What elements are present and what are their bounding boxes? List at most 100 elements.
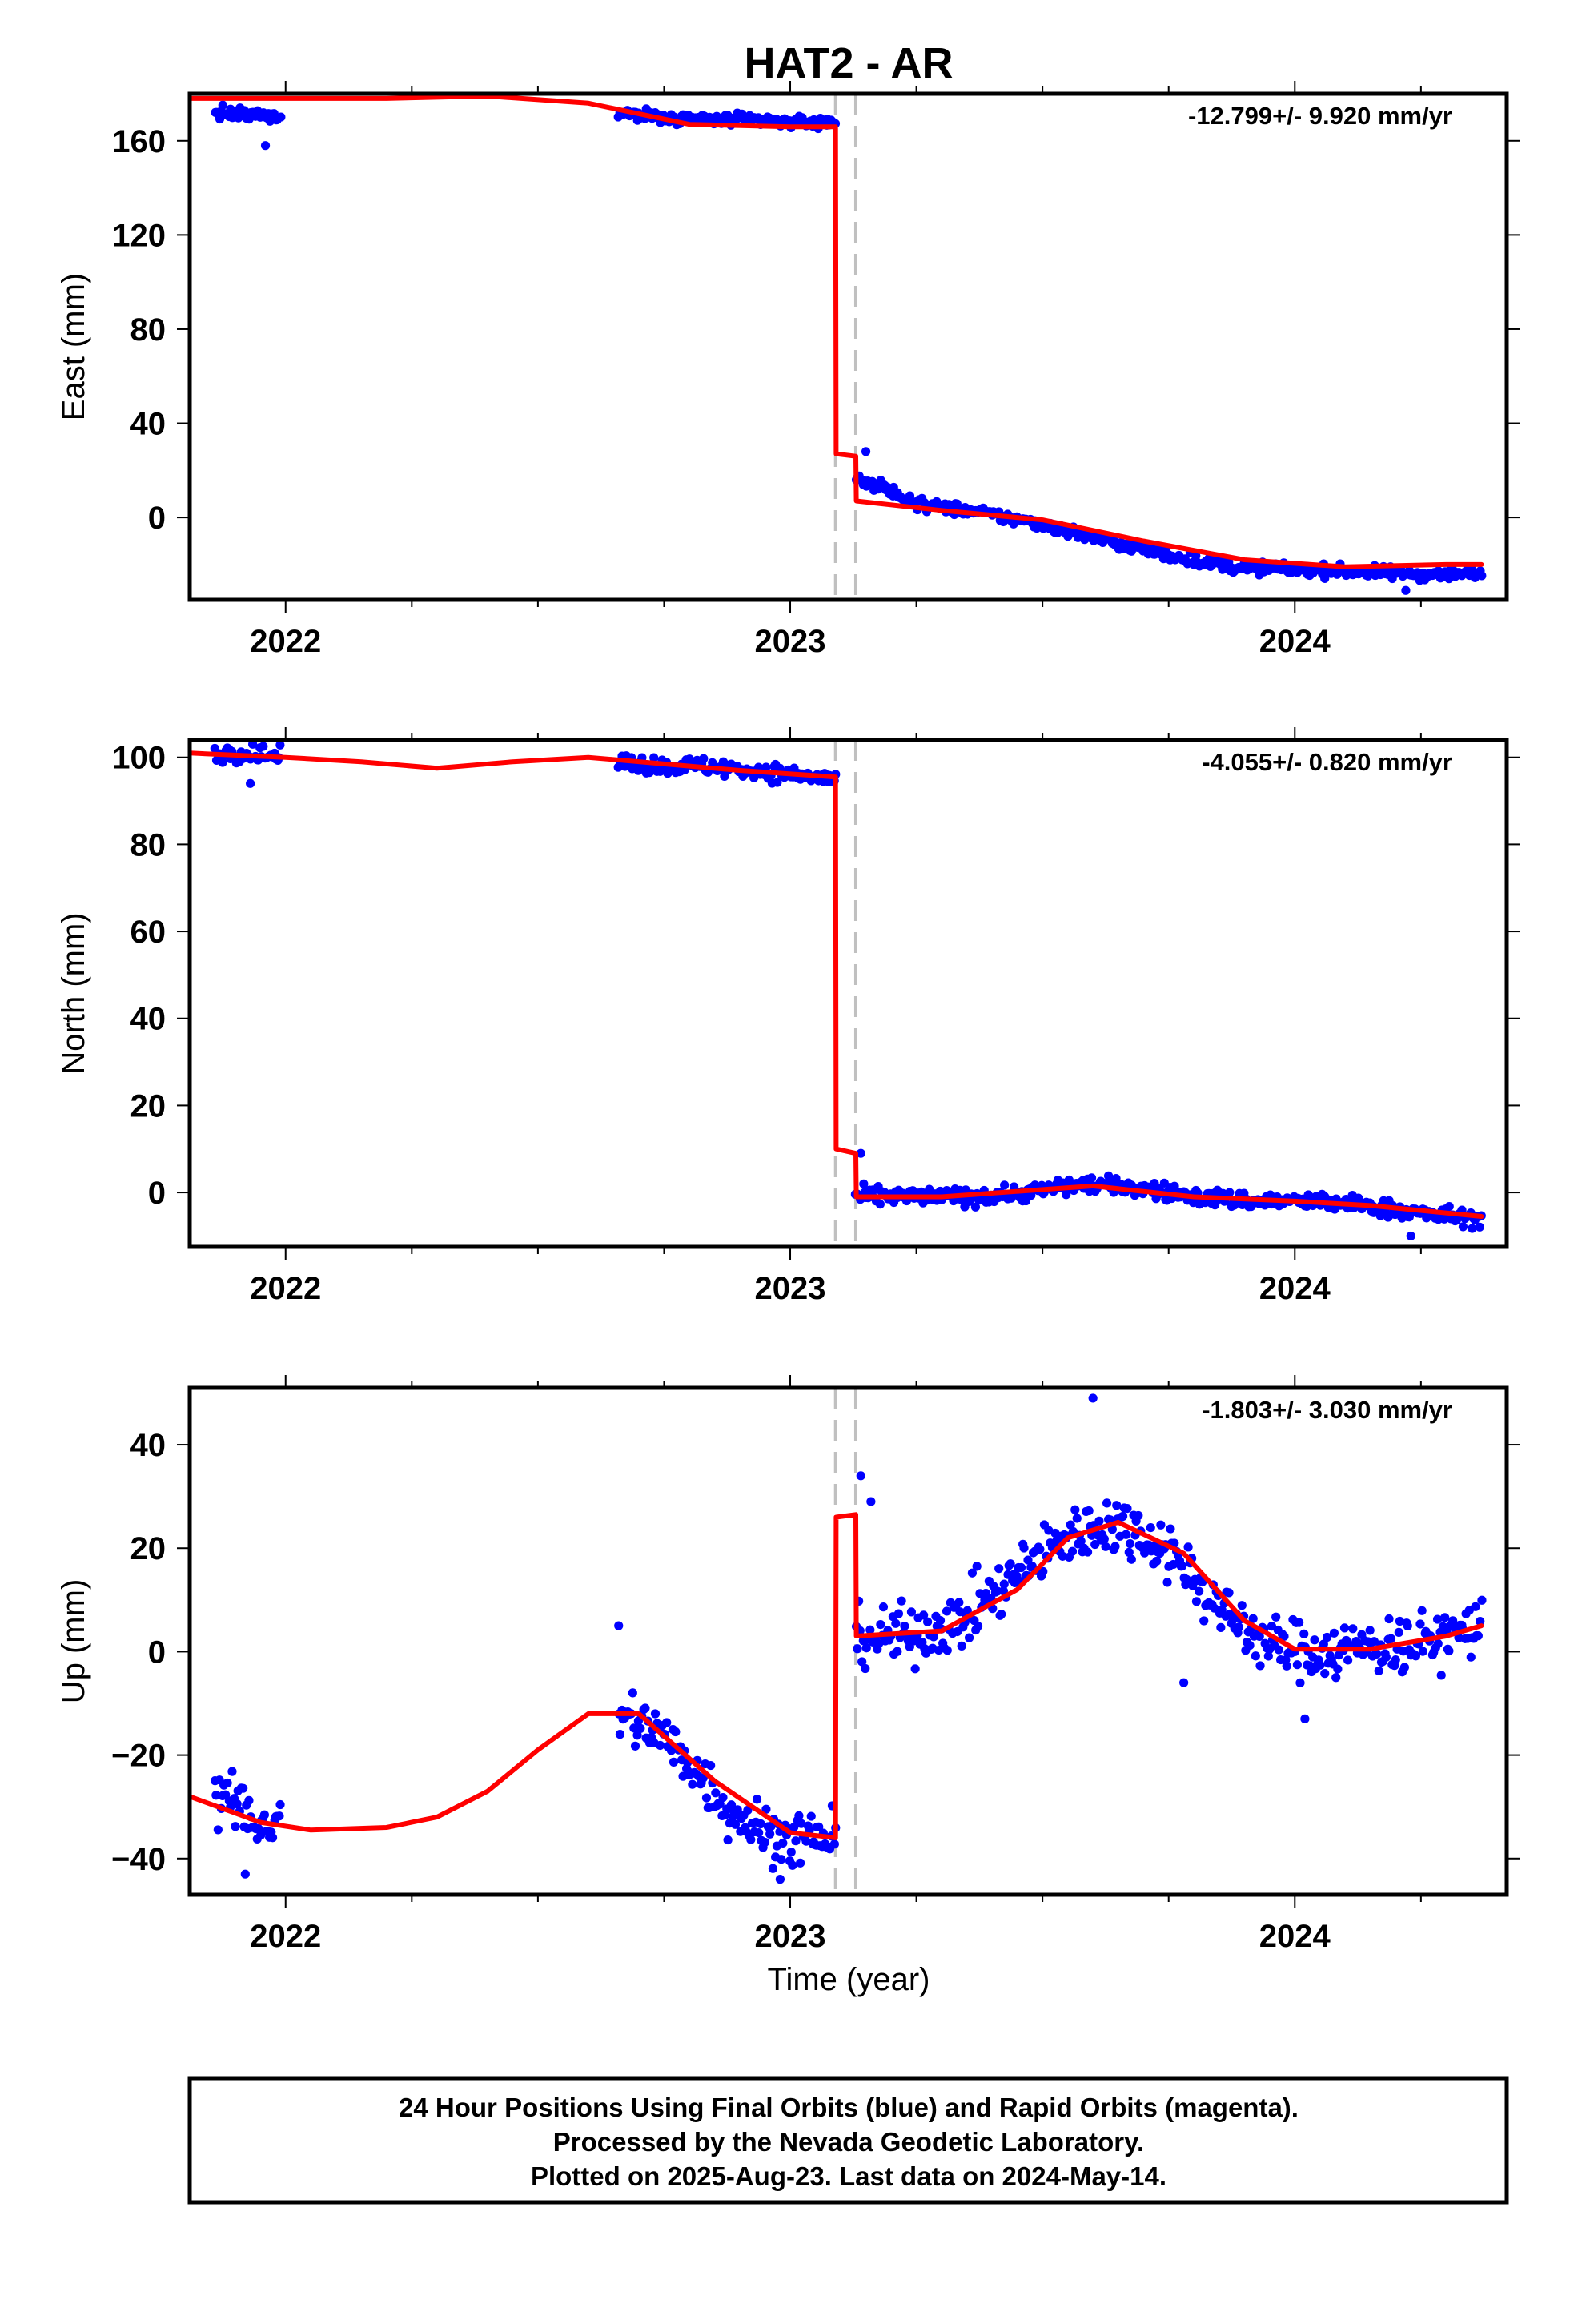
up-data-point xyxy=(223,1778,232,1788)
up-data-point xyxy=(1471,1602,1480,1611)
east-x-tick-label: 2024 xyxy=(1259,624,1331,659)
up-data-point xyxy=(244,1795,254,1805)
north-data-point xyxy=(1062,1190,1071,1200)
up-data-point-outlier xyxy=(614,1621,624,1630)
up-data-point xyxy=(1183,1542,1193,1552)
up-data-point xyxy=(1399,1663,1409,1672)
up-data-point xyxy=(1418,1647,1427,1656)
up-data-point xyxy=(259,1810,269,1819)
up-data-point xyxy=(973,1622,983,1631)
up-data-point xyxy=(1146,1522,1155,1533)
up-data-point xyxy=(1122,1504,1132,1514)
up-data-point xyxy=(1191,1597,1202,1606)
up-data-point xyxy=(1178,1561,1187,1571)
north-data-point xyxy=(259,742,268,751)
up-data-point xyxy=(1282,1661,1291,1671)
east-x-tick-label: 2023 xyxy=(755,624,826,659)
up-data-point xyxy=(1299,1629,1309,1638)
north-x-tick-label: 2024 xyxy=(1259,1271,1331,1306)
north-data-point xyxy=(275,740,285,750)
up-data-point xyxy=(1224,1588,1234,1598)
up-data-point xyxy=(954,1598,964,1607)
east-rate-label: -12.799+/- 9.920 mm/yr xyxy=(1188,102,1452,130)
up-data-point xyxy=(1058,1551,1067,1561)
up-data-point xyxy=(853,1644,862,1654)
up-data-point xyxy=(1245,1640,1255,1651)
up-data-point xyxy=(999,1579,1009,1589)
up-data-point xyxy=(910,1664,920,1674)
north-data-point xyxy=(1000,1180,1010,1190)
north-rate-label: -4.055+/- 0.820 mm/yr xyxy=(1202,748,1452,776)
up-data-point-outlier xyxy=(856,1471,865,1481)
north-data-point-outlier xyxy=(1406,1231,1415,1241)
east-y-tick-label: 160 xyxy=(112,124,166,159)
up-data-point xyxy=(1199,1616,1209,1626)
up-data-point xyxy=(1067,1546,1078,1556)
caption-line-1: 24 Hour Positions Using Final Orbits (bl… xyxy=(399,2093,1299,2122)
up-data-point xyxy=(897,1596,906,1606)
up-data-point xyxy=(1384,1614,1394,1624)
up-data-point xyxy=(1315,1660,1325,1670)
up-data-point-outlier xyxy=(1179,1678,1189,1687)
up-data-point xyxy=(942,1646,952,1655)
up-data-point xyxy=(629,1723,639,1733)
up-data-point xyxy=(876,1619,885,1630)
north-data-point xyxy=(720,771,729,782)
up-data-point xyxy=(1134,1510,1143,1521)
north-data-point xyxy=(1026,1191,1036,1200)
east-data-point xyxy=(1477,571,1487,581)
east-panel: 2022 2023 2024 0 40 80 120 160 East (mm) -12.799+… xyxy=(56,81,1520,659)
north-data-point xyxy=(649,753,659,762)
up-data-point xyxy=(791,1836,801,1846)
up-data-point xyxy=(1102,1498,1112,1508)
north-data-point xyxy=(1086,1173,1097,1183)
up-data-point xyxy=(1072,1514,1082,1523)
up-data-point-outlier xyxy=(240,1869,250,1879)
up-data-point xyxy=(1035,1545,1045,1554)
up-data-point xyxy=(1386,1634,1396,1643)
up-data-point xyxy=(1417,1606,1427,1615)
up-data-point xyxy=(814,1822,824,1831)
up-data-point xyxy=(1016,1562,1026,1573)
chart-title: HAT2 - AR xyxy=(745,39,954,87)
up-data-point xyxy=(1162,1578,1172,1587)
up-data-point xyxy=(1195,1586,1204,1596)
up-data-point xyxy=(857,1657,867,1667)
up-data-point xyxy=(1255,1631,1264,1642)
up-data-point xyxy=(213,1825,223,1835)
up-data-point xyxy=(806,1811,816,1821)
up-data-point xyxy=(878,1602,889,1612)
caption-line-3: Plotted on 2025-Aug-23. Last data on 202… xyxy=(531,2161,1166,2191)
north-data-point xyxy=(970,1202,981,1212)
north-data-point xyxy=(1475,1222,1484,1232)
up-data-point xyxy=(1466,1652,1476,1662)
north-data-point xyxy=(875,1200,885,1209)
up-data-point xyxy=(765,1829,775,1839)
up-data-point xyxy=(1084,1506,1094,1516)
up-data-point xyxy=(777,1855,786,1864)
caption-frame xyxy=(187,2076,1509,2205)
up-data-point xyxy=(1319,1639,1328,1649)
up-y-tick-label: 20 xyxy=(130,1531,167,1566)
up-data-point xyxy=(1182,1574,1191,1584)
up-data-point xyxy=(1126,1554,1136,1564)
up-x-tick-label: 2024 xyxy=(1259,1919,1331,1954)
up-data-point xyxy=(1255,1661,1265,1671)
up-data-point xyxy=(923,1617,933,1626)
up-data-point xyxy=(900,1621,909,1631)
up-data-point xyxy=(1322,1632,1332,1642)
north-data-point xyxy=(218,758,227,767)
east-y-tick-label: 80 xyxy=(130,312,167,348)
up-data-point xyxy=(211,1791,221,1800)
north-x-tick-label: 2023 xyxy=(755,1271,826,1306)
up-data-point xyxy=(1251,1651,1260,1661)
east-frame xyxy=(187,91,1509,602)
up-data-point xyxy=(730,1819,741,1829)
up-plot-area xyxy=(190,1388,1487,1895)
up-data-point xyxy=(1433,1638,1443,1649)
x-axis-label: Time (year) xyxy=(768,1962,930,1997)
up-data-point xyxy=(957,1641,966,1651)
up-data-point xyxy=(232,1799,242,1809)
up-data-point xyxy=(1070,1505,1080,1514)
east-y-tick-label: 0 xyxy=(148,501,166,536)
